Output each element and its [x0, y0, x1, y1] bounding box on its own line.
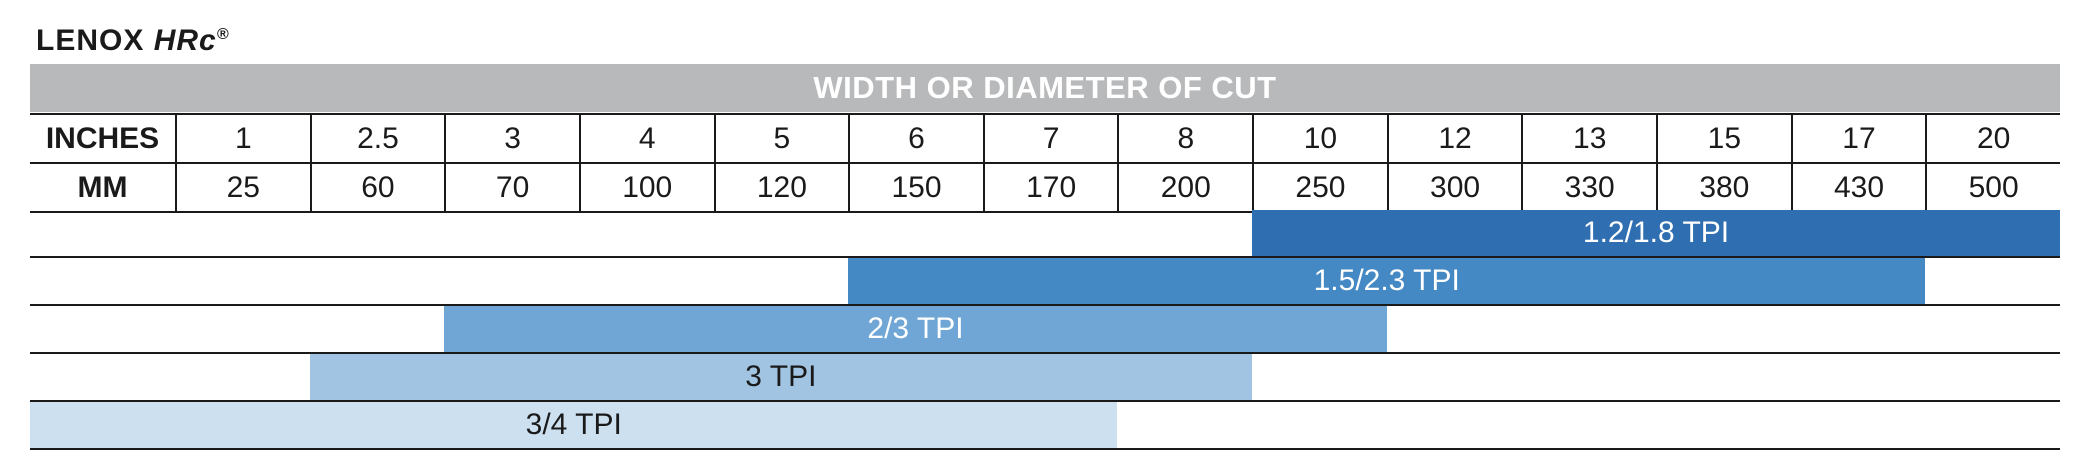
mm-cell: 100 — [578, 164, 714, 211]
mm-header: MM — [77, 170, 128, 204]
tpi-range-bar: 3/4 TPI — [30, 402, 1118, 448]
inches-cell: 20 — [1925, 115, 2060, 162]
tpi-range-bar: 1.5/2.3 TPI — [848, 258, 1926, 304]
inches-header: INCHES — [45, 121, 160, 155]
tpi-range-row: 1.2/1.8 TPI — [30, 210, 2060, 258]
mm-cell: 500 — [1925, 164, 2060, 211]
inches-cell: 4 — [578, 115, 714, 162]
brand-logo: LENOX HRc® — [36, 24, 230, 64]
inches-cell: 17 — [1790, 115, 1926, 162]
mm-cell: 380 — [1656, 164, 1791, 211]
mm-cell: 300 — [1386, 164, 1522, 211]
inches-cell: 5 — [713, 115, 849, 162]
tpi-range-row: 1.5/2.3 TPI — [30, 258, 2060, 306]
inches-cell: 7 — [982, 115, 1118, 162]
brand-model: HRc — [153, 24, 217, 57]
mm-cell: 250 — [1252, 164, 1387, 211]
mm-cell: 170 — [982, 164, 1118, 211]
inches-cell: 13 — [1521, 115, 1656, 162]
mm-cell: 430 — [1790, 164, 1926, 211]
tpi-range-row: 3 TPI — [30, 354, 2060, 402]
mm-cell: 330 — [1521, 164, 1656, 211]
tpi-range-row: 3/4 TPI — [30, 402, 2060, 450]
inches-cell: 1 — [175, 115, 310, 162]
tpi-range-row: 2/3 TPI — [30, 306, 2060, 354]
inches-row: INCHES 1 2.5 3 4 5 6 7 8 10 12 13 15 17 20 — [30, 113, 2060, 162]
mm-cell: 120 — [713, 164, 849, 211]
tpi-range-bar: 3 TPI — [309, 354, 1253, 400]
inches-cell: 6 — [848, 115, 983, 162]
registered-mark: ® — [216, 26, 230, 43]
tpi-range-bar: 2/3 TPI — [444, 306, 1387, 352]
mm-cell: 200 — [1117, 164, 1252, 211]
tpi-range-bar: 1.2/1.8 TPI — [1252, 210, 2060, 256]
brand-name: LENOX — [36, 24, 145, 57]
inches-cell: 8 — [1117, 115, 1252, 162]
inches-cell: 3 — [444, 115, 579, 162]
inches-cell: 15 — [1656, 115, 1791, 162]
inches-cell: 2.5 — [309, 115, 445, 162]
mm-cell: 70 — [444, 164, 579, 211]
inches-cell: 10 — [1252, 115, 1387, 162]
inches-cell: 12 — [1386, 115, 1522, 162]
mm-cell: 150 — [848, 164, 983, 211]
mm-cell: 25 — [175, 164, 310, 211]
mm-row: MM 25 60 70 100 120 150 170 200 250 300 330 380 430 5… — [30, 162, 2060, 213]
mm-cell: 60 — [309, 164, 445, 211]
chart-title: WIDTH OR DIAMETER OF CUT — [30, 64, 2060, 112]
